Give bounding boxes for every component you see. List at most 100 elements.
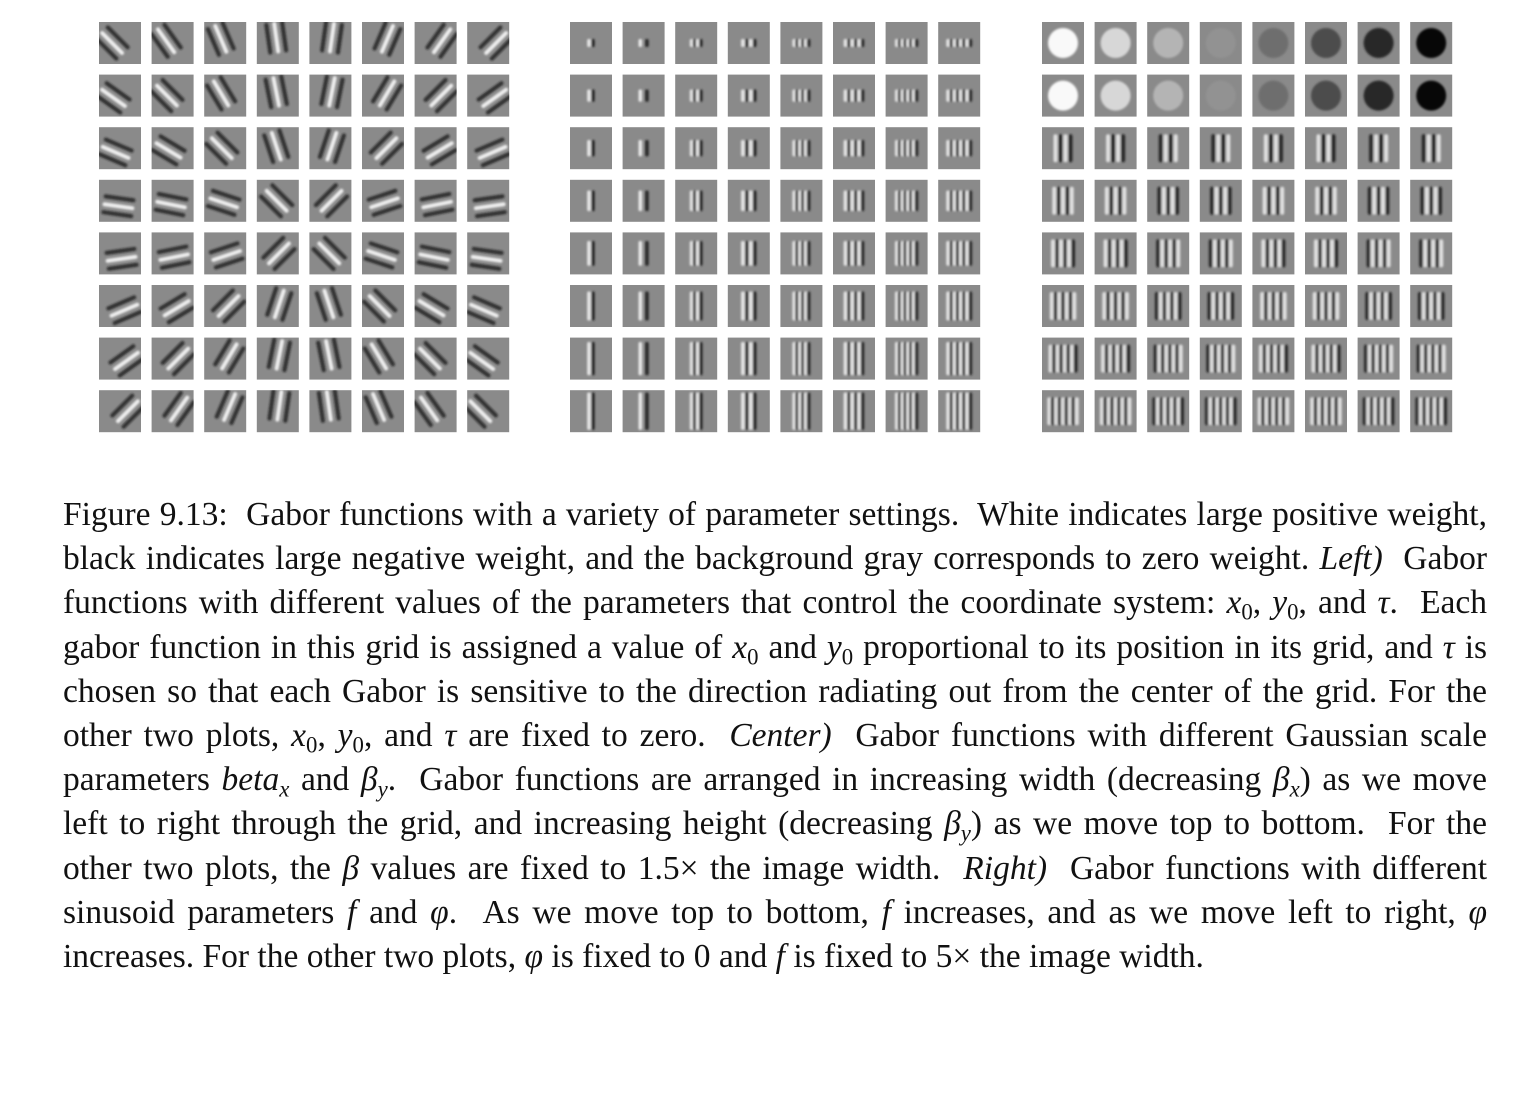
left-grid-tile [414, 285, 457, 327]
left-grid-tile [151, 337, 194, 380]
left-grid-tile [151, 232, 194, 275]
center-grid-tile [885, 390, 928, 433]
right-grid-tile [1094, 285, 1137, 327]
right-grid-tile [1357, 179, 1400, 222]
right-grid-tile [1094, 232, 1137, 275]
left-grid-tile [309, 232, 352, 275]
left-grid-tile [204, 337, 247, 380]
left-grid-tile [204, 285, 247, 327]
left-grid-tile [204, 232, 247, 275]
center-grid-tile [885, 22, 928, 64]
left-grid-tile [256, 127, 299, 170]
right-grid-tile [1252, 22, 1295, 64]
left-grid-tile [414, 232, 457, 275]
center-grid-tile [938, 232, 981, 275]
left-grid-tile [414, 179, 457, 222]
right-grid-tile [1305, 22, 1347, 64]
center-grid-tile [885, 127, 928, 170]
right-grid-tile [1042, 390, 1084, 433]
center-grid-tile [622, 74, 665, 117]
left-grid-tile [151, 390, 194, 433]
center-grid-tile [833, 285, 875, 327]
left-label: Left) [1319, 540, 1383, 578]
right-grid-tile [1094, 179, 1137, 222]
center-grid-tile [938, 390, 981, 433]
right-grid-tile [1305, 390, 1347, 433]
center-grid-tile [885, 337, 928, 380]
center-grid-tile [675, 127, 718, 170]
center-grid-tile [570, 74, 612, 117]
figure-number: Figure 9.13: [63, 496, 228, 533]
left-grid-tile [204, 74, 247, 117]
center-grid-tile [675, 232, 718, 275]
left-grid-tile [467, 232, 510, 275]
left-grid-tile [467, 390, 510, 433]
center-grid-tile [780, 232, 823, 275]
center-grid-tile [727, 285, 770, 327]
left-grid-tile [362, 390, 404, 433]
center-grid-tile [938, 337, 981, 380]
right-grid-tile [1199, 390, 1242, 433]
right-grid-tile [1252, 232, 1295, 275]
right-grid-tile [1147, 179, 1190, 222]
right-grid-tile [1147, 337, 1190, 380]
center-grid-tile [570, 127, 612, 170]
left-grid-tile [309, 74, 352, 117]
left-grid-tile [362, 337, 404, 380]
left-grid-tile [151, 285, 194, 327]
right-grid-tile [1357, 285, 1400, 327]
right-grid-tile [1199, 22, 1242, 64]
left-grid-tile [362, 232, 404, 275]
left-grid-tile [99, 232, 141, 275]
center-grid [570, 22, 981, 433]
right-grid-tile [1199, 179, 1242, 222]
right-grid-tile [1252, 179, 1295, 222]
center-grid-tile [780, 285, 823, 327]
right-grid-tile [1410, 74, 1453, 117]
left-grid-tile [99, 179, 141, 222]
right-grid-tile [1147, 127, 1190, 170]
center-grid-tile [675, 390, 718, 433]
left-grid-tile [467, 337, 510, 380]
center-grid-tile [780, 127, 823, 170]
center-grid-tile [727, 390, 770, 433]
center-grid-tile [622, 232, 665, 275]
left-grid-tile [151, 127, 194, 170]
left-grid-tile [467, 74, 510, 117]
right-grid-tile [1042, 74, 1084, 117]
right-grid-tile [1042, 337, 1084, 380]
right-grid-tile [1410, 232, 1453, 275]
left-grid [99, 22, 510, 433]
right-grid-tile [1305, 127, 1347, 170]
right-grid-tile [1305, 74, 1347, 117]
left-grid-tile [256, 179, 299, 222]
left-grid-tile [99, 285, 141, 327]
right-grid-tile [1042, 179, 1084, 222]
right-grid-tile [1147, 285, 1190, 327]
center-grid-tile [570, 232, 612, 275]
left-grid-tile [256, 337, 299, 380]
right-grid-tile [1357, 22, 1400, 64]
right-grid-tile [1357, 74, 1400, 117]
center-grid-tile [780, 22, 823, 64]
left-grid-tile [467, 127, 510, 170]
right-grid [1042, 22, 1453, 433]
right-grid-tile [1357, 232, 1400, 275]
right-grid-tile [1252, 74, 1295, 117]
right-grid-tile [1147, 74, 1190, 117]
center-grid-tile [780, 74, 823, 117]
center-grid-tile [675, 337, 718, 380]
right-grid-tile [1305, 337, 1347, 380]
left-grid-tile [414, 127, 457, 170]
left-grid-tile [256, 232, 299, 275]
center-grid-tile [938, 179, 981, 222]
right-grid-tile [1305, 232, 1347, 275]
left-grid-tile [99, 390, 141, 433]
left-grid-tile [467, 22, 510, 64]
left-grid-tile [414, 337, 457, 380]
center-grid-tile [833, 179, 875, 222]
right-grid-tile [1042, 232, 1084, 275]
right-grid-tile [1252, 390, 1295, 433]
left-grid-tile [256, 74, 299, 117]
left-grid-tile [362, 285, 404, 327]
